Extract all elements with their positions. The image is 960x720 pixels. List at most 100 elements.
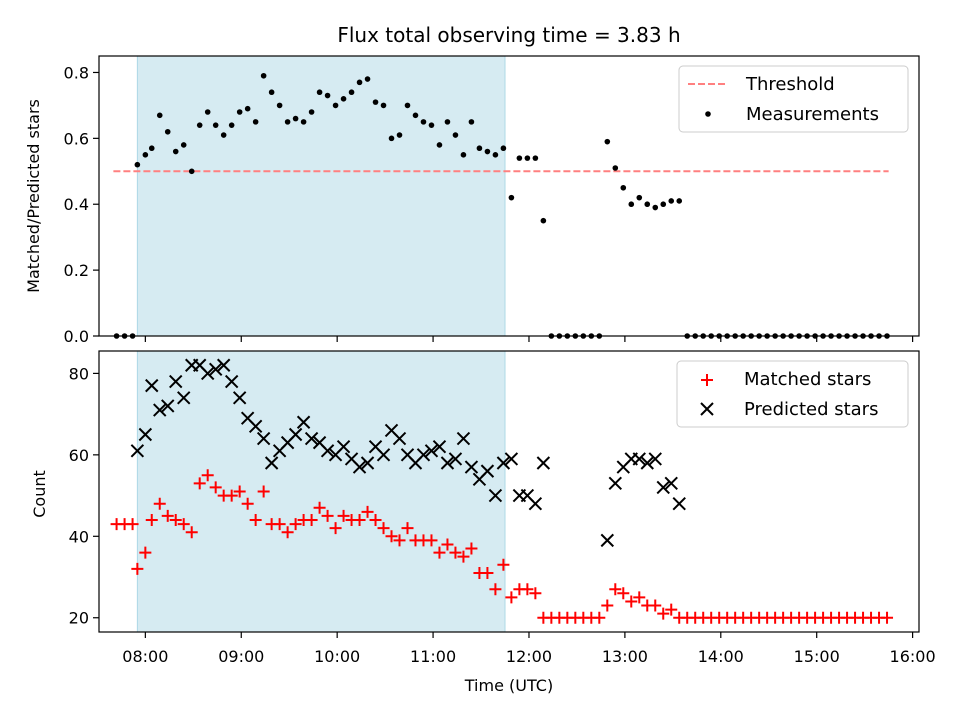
legend-threshold-label: Threshold [745,74,835,95]
measurement-point [164,128,171,135]
matched-star-point [881,611,894,624]
matched-star-point [497,558,510,571]
measurement-point [156,112,163,119]
predicted-star-point [432,439,447,454]
predicted-star-point [352,460,367,474]
measurement-point [332,102,339,109]
matched-star-point [241,497,254,510]
measurement-point [348,89,355,96]
measurement-point [516,155,523,161]
measurement-point [340,96,347,102]
predicted-star-point [232,391,247,405]
matched-star-point [625,595,638,608]
matched-star-point [193,477,206,490]
matched-star-point [433,546,446,559]
measurement-point [142,152,149,158]
x-tick-label: 08:00 [122,647,168,666]
matched-star-point [161,509,174,522]
matched-star-point [305,514,318,527]
x-axis-label: Time (UTC) [464,676,553,695]
predicted-star-point [145,378,159,393]
predicted-star-point [256,431,271,446]
measurement-point [628,201,635,208]
predicted-star-point [424,444,439,458]
matched-star-point [361,505,374,518]
predicted-star-point [224,374,239,389]
predicted-star-point [656,480,670,495]
predicted-star-point [296,415,311,429]
matched-star-point [385,530,398,543]
y-tick-label: 0.4 [64,195,89,214]
counts-legend-box [676,360,909,428]
matched-star-point [633,591,646,604]
measurement-point [316,89,323,96]
x-tick-label: 14:00 [698,647,744,666]
measurement-point [380,102,387,109]
counts-marks [110,358,894,624]
matched-star-point [289,518,302,531]
matched-star-point [649,599,662,612]
measurement-point [268,89,275,96]
predicted-star-point [161,399,175,413]
measurement-point [236,109,243,115]
measurement-point [276,102,283,109]
matched-star-point [353,514,366,527]
matched-star-point [505,591,518,604]
predicted-star-point [248,419,263,434]
counts-plot-frame [98,350,920,633]
x-tick-label: 10:00 [314,647,360,666]
measurement-point [540,217,547,224]
measurement-point [220,132,227,138]
matched-star-point [441,538,454,551]
matched-star-point [139,546,152,559]
predicted-star-point [416,448,431,462]
matched-star-point [153,497,166,510]
y-tick-label: 0.8 [64,63,89,82]
measurement-point [148,145,155,152]
measurement-point [260,72,267,79]
measurement-point [532,155,539,161]
legend-matched-swatch [701,374,713,386]
predicted-star-point [672,497,686,511]
matched-star-point [249,514,262,527]
legend-measurements-label: Measurements [746,104,879,125]
matched-star-point [131,562,144,575]
y-tick-label: 0.0 [64,327,89,346]
predicted-star-point [138,427,153,442]
matched-star-point [185,526,198,539]
measurement-point [204,109,211,115]
ratio-y-ticks: 0.0 0.2 0.4 0.6 0.8 [64,63,99,346]
counts-y-axis-label: Count [30,470,49,518]
matched-star-point [337,509,350,522]
measurement-point [620,184,627,191]
measurement-point [500,145,507,152]
predicted-star-point [360,456,375,470]
matched-star-point [601,599,614,612]
predicted-star-point [464,460,479,474]
measurement-point [460,152,467,158]
predicted-star-point [304,431,319,446]
predicted-star-point [600,533,615,548]
predicted-star-point [528,497,543,511]
ratio-shaded-interval [136,55,506,337]
predicted-star-point [496,456,511,470]
measurement-point [604,138,611,145]
matched-star-point [529,587,542,600]
matched-star-point [449,546,462,559]
matched-star-point [233,485,246,498]
predicted-star-point [264,456,279,470]
measurement-point [468,119,475,125]
y-tick-label: 80 [69,364,89,383]
ratio-panel: 0.00.20.40.60.8 Matched/Predicted stars … [24,55,920,346]
measurement-point [668,198,675,204]
x-tick-label: 12:00 [506,647,552,666]
matched-star-point [126,518,139,531]
measurement-point [172,148,179,155]
measurement-point [372,99,379,105]
predicted-star-point [664,476,678,491]
measurement-point [196,122,203,128]
measurement-point [134,161,141,168]
measurement-point [420,119,427,125]
counts-x-ticks: 08:00 09:00 10:00 11:00 12:00 13:00 14:00 15:00… [122,632,936,666]
